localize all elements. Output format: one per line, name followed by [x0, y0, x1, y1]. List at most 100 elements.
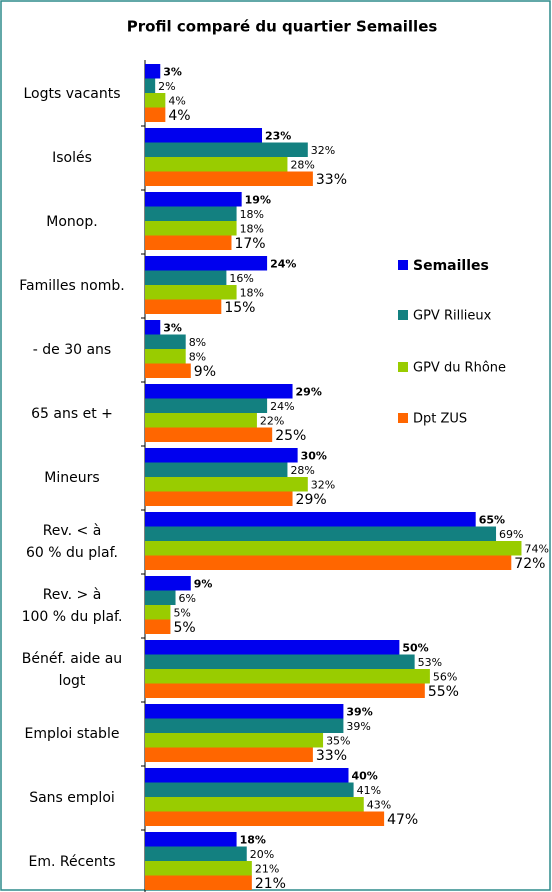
value-label: 21% — [255, 876, 286, 892]
category-label: - de 30 ans — [32, 342, 112, 358]
value-label: 41% — [357, 784, 381, 797]
value-label: 23% — [265, 129, 291, 142]
value-label: 43% — [367, 798, 391, 811]
value-label: 19% — [245, 193, 271, 206]
legend-swatch — [398, 310, 408, 320]
bar — [145, 462, 288, 477]
value-label: 4% — [168, 108, 190, 124]
category-label: Em. Récents — [28, 854, 116, 870]
chart-title: Profil comparé du quartier Semailles — [127, 18, 438, 36]
category-label: Monop. — [46, 214, 98, 230]
value-label: 33% — [316, 748, 347, 764]
value-label: 6% — [179, 592, 196, 605]
bar — [145, 299, 222, 314]
category-label: Sans emploi — [29, 790, 115, 806]
value-label: 50% — [402, 641, 428, 654]
bar — [145, 270, 227, 285]
bar — [145, 875, 252, 890]
value-label: 9% — [194, 364, 216, 380]
value-label: 69% — [499, 528, 523, 541]
value-label: 3% — [163, 321, 182, 334]
value-label: 4% — [168, 94, 185, 107]
value-label: 8% — [189, 350, 206, 363]
value-label: 18% — [240, 833, 266, 846]
value-label: 65% — [479, 513, 505, 526]
value-label: 28% — [290, 158, 314, 171]
bar — [145, 142, 308, 157]
value-label: 33% — [316, 172, 347, 188]
bar — [145, 718, 344, 733]
category-label: Rev. > à 100 % du plaf. — [21, 587, 123, 625]
value-label: 30% — [301, 449, 327, 462]
bar — [145, 526, 497, 541]
bar — [145, 427, 273, 442]
value-label: 3% — [163, 65, 182, 78]
bar — [145, 363, 191, 378]
value-label: 20% — [250, 848, 274, 861]
value-label: 5% — [173, 620, 195, 636]
value-label: 56% — [433, 670, 457, 683]
category-label: Emploi stable — [24, 726, 120, 742]
value-label: 2% — [158, 80, 175, 93]
bar — [145, 413, 257, 428]
value-label: 32% — [311, 478, 335, 491]
bar — [145, 832, 237, 847]
bar — [145, 157, 288, 172]
value-label: 55% — [428, 684, 459, 700]
value-label: 40% — [352, 769, 378, 782]
bar — [145, 846, 247, 861]
bar — [145, 398, 268, 413]
value-label: 32% — [311, 144, 335, 157]
bar — [145, 206, 237, 221]
bar — [145, 683, 425, 698]
bar — [145, 797, 364, 812]
value-label: 29% — [296, 492, 327, 508]
value-label: 18% — [240, 286, 264, 299]
category-label: Isolés — [52, 150, 92, 166]
value-label: 21% — [255, 862, 279, 875]
bar — [145, 491, 293, 506]
value-label: 8% — [189, 336, 206, 349]
bar — [145, 235, 232, 250]
legend-label: GPV du Rhône — [413, 361, 506, 376]
bar — [145, 605, 171, 620]
bar — [145, 811, 385, 826]
category-label: Mineurs — [44, 470, 100, 486]
value-label: 47% — [387, 812, 418, 828]
bar — [145, 590, 176, 605]
value-label: 25% — [275, 428, 306, 444]
bar — [145, 733, 324, 748]
value-label: 28% — [290, 464, 314, 477]
value-label: 18% — [240, 208, 264, 221]
bar — [145, 768, 349, 783]
legend-label: GPV Rillieux — [413, 309, 492, 324]
legend-swatch — [398, 362, 408, 372]
bar — [145, 349, 186, 364]
bar — [145, 78, 156, 93]
value-label: 17% — [234, 236, 265, 252]
value-label: 9% — [194, 577, 213, 590]
category-label: 65 ans et + — [31, 406, 113, 422]
bar — [145, 861, 252, 876]
bar — [145, 477, 308, 492]
value-label: 22% — [260, 414, 284, 427]
bar — [145, 221, 237, 236]
bar — [145, 448, 298, 463]
bar — [145, 64, 161, 79]
value-label: 35% — [326, 734, 350, 747]
bar — [145, 619, 171, 634]
value-label: 72% — [514, 556, 545, 572]
bar — [145, 192, 242, 207]
category-label: Bénéf. aide au logt — [21, 651, 123, 689]
value-label: 74% — [524, 542, 548, 555]
legend-label: Semailles — [413, 258, 489, 274]
category-label: Logts vacants — [23, 86, 121, 102]
bar — [145, 654, 415, 669]
bar — [145, 256, 268, 271]
bar — [145, 512, 476, 527]
value-label: 16% — [229, 272, 253, 285]
bar — [145, 320, 161, 335]
bar — [145, 93, 166, 108]
value-label: 15% — [224, 300, 255, 316]
